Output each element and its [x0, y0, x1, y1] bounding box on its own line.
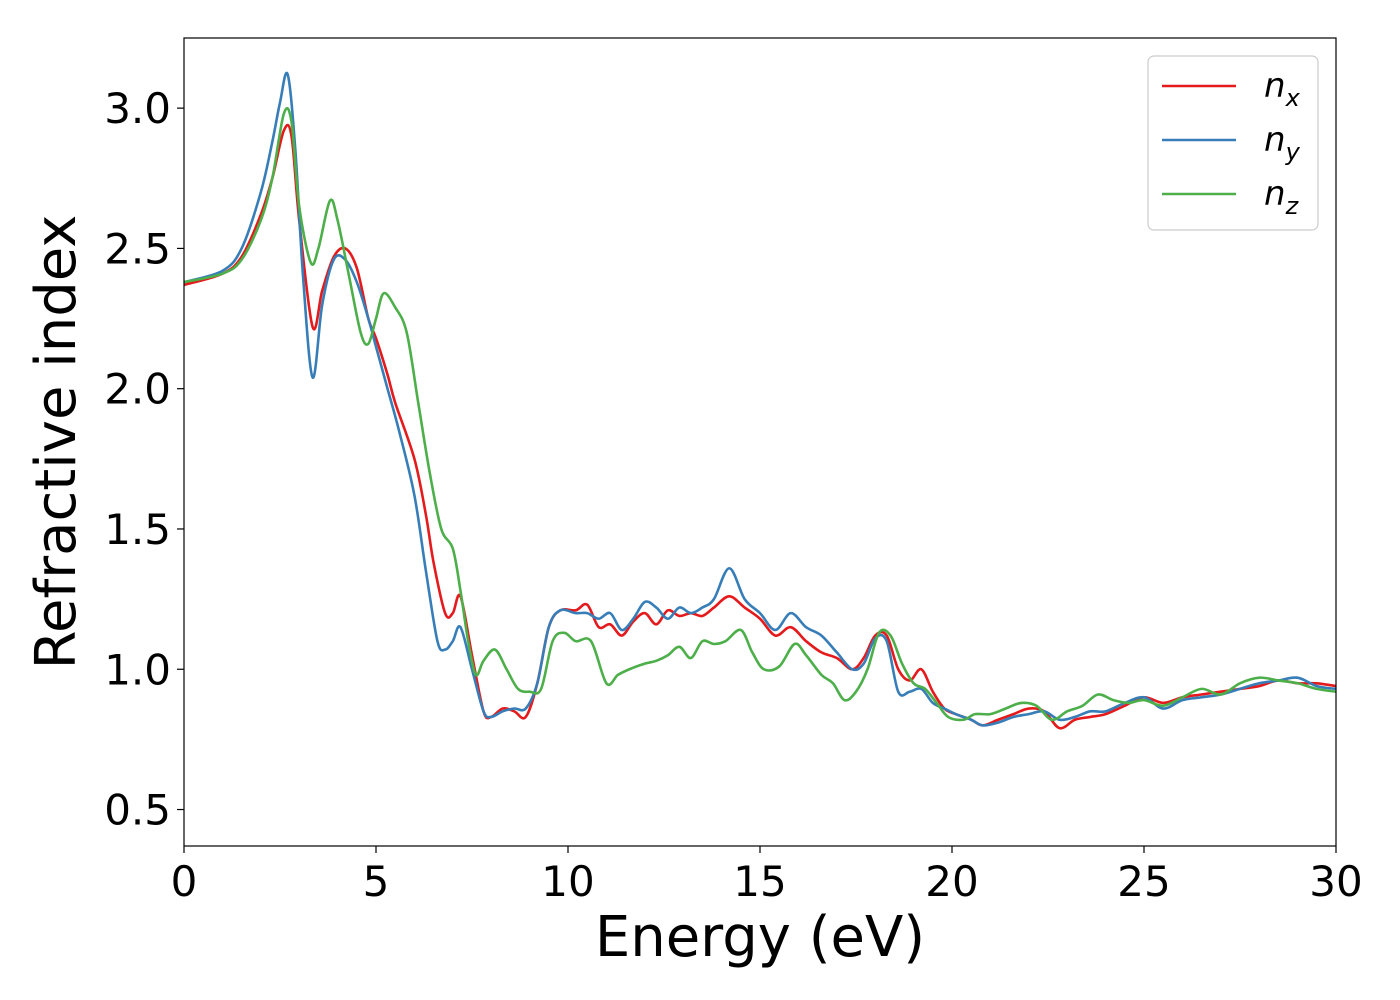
x-tick-label: 20 — [925, 857, 978, 906]
series-layer — [184, 71, 1336, 730]
y-tick-label: 0.5 — [104, 786, 171, 835]
y-tick-label: 1.0 — [104, 645, 171, 694]
x-tick-label: 0 — [171, 857, 198, 906]
series-line-n-y — [184, 71, 1336, 727]
y-tick-label: 3.0 — [104, 84, 171, 133]
series-line-n-z — [184, 106, 1336, 722]
x-tick-label: 15 — [733, 857, 786, 906]
x-tick-label: 30 — [1309, 857, 1362, 906]
x-tick-label: 25 — [1117, 857, 1170, 906]
x-axis: 0 5 10 15 20 25 30 — [171, 846, 1363, 906]
y-tick-label: 2.5 — [104, 224, 171, 273]
legend-box — [1147, 55, 1319, 231]
y-axis: 0.5 1.0 1.5 2.0 2.5 3.0 — [104, 84, 184, 835]
y-axis-title: Refractive index — [24, 215, 89, 670]
x-axis-title: Energy (eV) — [595, 905, 925, 970]
y-tick-label: 1.5 — [104, 505, 171, 554]
y-tick-label: 2.0 — [104, 365, 171, 414]
x-tick-label: 10 — [541, 857, 594, 906]
x-tick-label: 5 — [363, 857, 390, 906]
